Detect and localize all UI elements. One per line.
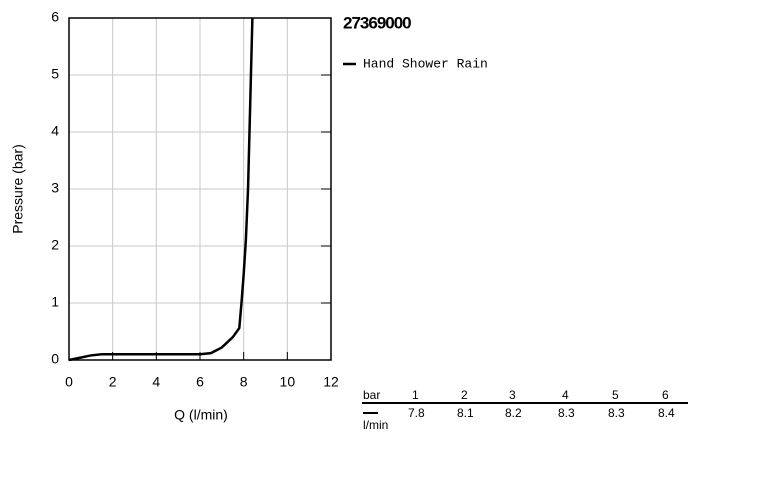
table-value-cell: 8.4 bbox=[658, 406, 675, 420]
x-tick-label: 4 bbox=[152, 374, 160, 390]
x-tick-label: 8 bbox=[240, 374, 248, 390]
y-tick-label: 3 bbox=[51, 180, 59, 196]
table-header-label: bar bbox=[363, 388, 380, 402]
y-tick-label: 1 bbox=[51, 294, 59, 310]
x-tick-label: 0 bbox=[65, 374, 73, 390]
table-value-cell: 7.8 bbox=[408, 406, 425, 420]
table-header-cell: 4 bbox=[562, 388, 569, 402]
table-unit: l/min bbox=[363, 418, 388, 432]
table-header-cell: 2 bbox=[461, 388, 468, 402]
y-tick-label: 0 bbox=[51, 351, 59, 367]
x-tick-label: 2 bbox=[109, 374, 117, 390]
table-header-cell: 6 bbox=[662, 388, 669, 402]
y-tick-label: 2 bbox=[51, 237, 59, 253]
legend-label: Hand Shower Rain bbox=[363, 56, 488, 71]
table-header-cell: 1 bbox=[412, 388, 419, 402]
y-axis-label: Pressure (bar) bbox=[10, 144, 26, 233]
chart-title: 27369000 bbox=[343, 13, 411, 32]
table-value-cell: 8.3 bbox=[558, 406, 575, 420]
y-tick-label: 5 bbox=[51, 66, 59, 82]
table-header-cell: 3 bbox=[509, 388, 516, 402]
y-tick-label: 4 bbox=[51, 123, 59, 139]
x-tick-label: 12 bbox=[323, 374, 339, 390]
x-tick-label: 10 bbox=[280, 374, 296, 390]
y-tick-label: 6 bbox=[51, 9, 59, 25]
table-value-cell: 8.1 bbox=[457, 406, 474, 420]
table-value-cell: 8.2 bbox=[505, 406, 522, 420]
table-header-cell: 5 bbox=[612, 388, 619, 402]
table-value-cell: 8.3 bbox=[608, 406, 625, 420]
line bbox=[68, 17, 254, 362]
x-tick-label: 6 bbox=[196, 374, 204, 390]
x-axis-label: Q (l/min) bbox=[174, 407, 228, 423]
plot-frame bbox=[68, 17, 332, 361]
